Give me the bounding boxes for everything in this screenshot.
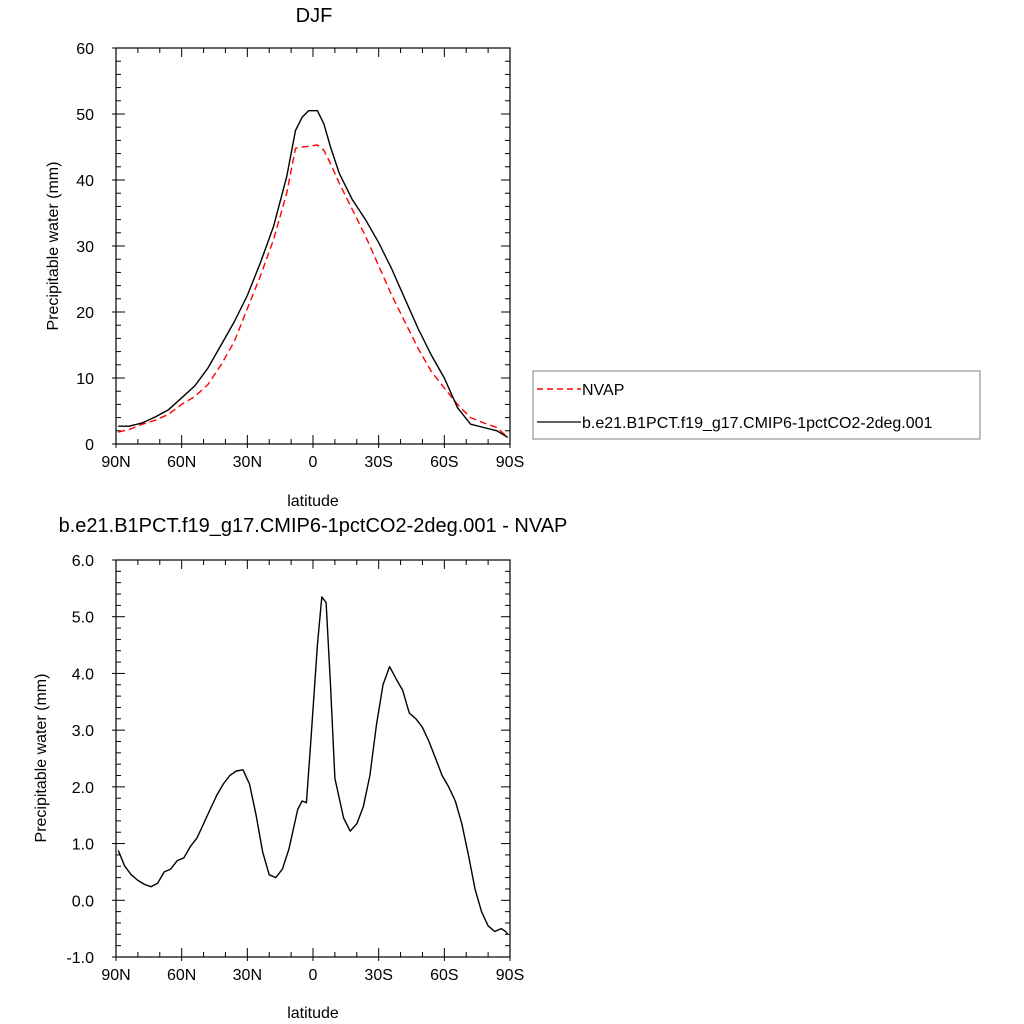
top-y-tick-label: 50 — [76, 107, 94, 124]
top-plot-area: 90N 60N 30N 0 30S 60S 90S 0 10 20 30 40 50 60 — [76, 41, 524, 471]
top-x-tick-label: 30N — [233, 454, 262, 471]
bottom-x-tick-label: 30N — [233, 967, 262, 984]
bottom-x-tick-label: 30S — [364, 967, 392, 984]
top-y-tick-label: 40 — [76, 173, 94, 190]
bottom-x-tick-label: 90S — [496, 967, 524, 984]
top-y-tick-label: 0 — [85, 437, 94, 454]
bottom-y-tick-label: 4.0 — [72, 666, 94, 683]
top-x-tick-label: 60S — [430, 454, 458, 471]
bottom-y-tick-label: 5.0 — [72, 610, 94, 627]
bottom-plot-frame — [115, 559, 511, 958]
legend-box — [532, 370, 981, 440]
bottom-y-tick-label: 2.0 — [72, 780, 94, 797]
bottom-y-tick-label: 6.0 — [72, 553, 94, 570]
bottom-y-tick-label: 0.0 — [72, 893, 94, 910]
bottom-chart-title: b.e21.B1PCT.f19_g17.CMIP6-1pctCO2-2deg.0… — [59, 515, 568, 537]
bottom-y-tick-label: -1.0 — [66, 950, 94, 967]
bottom-x-axis-label: latitude — [287, 1005, 339, 1022]
bottom-x-tick-label: 90N — [101, 967, 130, 984]
top-x-tick-label: 0 — [309, 454, 318, 471]
bottom-series-line-0 — [117, 596, 509, 935]
top-y-tick-label: 60 — [76, 41, 94, 58]
top-y-tick-label: 20 — [76, 305, 94, 322]
top-x-axis-label: latitude — [287, 493, 339, 510]
legend-label-nvap: NVAP — [582, 382, 624, 399]
top-x-tick-label: 60N — [167, 454, 196, 471]
top-x-tick-label: 90S — [496, 454, 524, 471]
bottom-plot-area: 90N 60N 30N 0 30S 60S 90S -1.0 0.0 1.0 2.0 3.0 4.0 5.… — [66, 553, 524, 984]
top-series-line-1 — [118, 109, 509, 438]
bottom-y-tick-label: 1.0 — [72, 837, 94, 854]
bottom-x-tick-label: 0 — [309, 967, 318, 984]
top-chart: DJF 90N 60N 30N 0 30S 60S 90S 0 10 20 30 40 50 60 lat… — [45, 5, 524, 510]
legend: NVAP b.e21.B1PCT.f19_g17.CMIP6-1pctCO2-2… — [532, 370, 981, 440]
top-x-tick-label: 30S — [364, 454, 392, 471]
top-series-line-0 — [118, 144, 509, 438]
top-chart-title: DJF — [296, 5, 333, 27]
bottom-x-tick-label: 60N — [167, 967, 196, 984]
bottom-x-tick-label: 60S — [430, 967, 458, 984]
bottom-chart: b.e21.B1PCT.f19_g17.CMIP6-1pctCO2-2deg.0… — [33, 515, 567, 1022]
top-x-tick-label: 90N — [101, 454, 130, 471]
legend-label-model: b.e21.B1PCT.f19_g17.CMIP6-1pctCO2-2deg.0… — [582, 415, 933, 432]
bottom-y-tick-label: 3.0 — [72, 723, 94, 740]
top-y-tick-label: 10 — [76, 371, 94, 388]
top-plot-frame — [115, 47, 511, 445]
top-y-axis-label: Precipitable water (mm) — [45, 162, 62, 331]
top-y-tick-label: 30 — [76, 239, 94, 256]
bottom-y-axis-label: Precipitable water (mm) — [33, 674, 50, 843]
